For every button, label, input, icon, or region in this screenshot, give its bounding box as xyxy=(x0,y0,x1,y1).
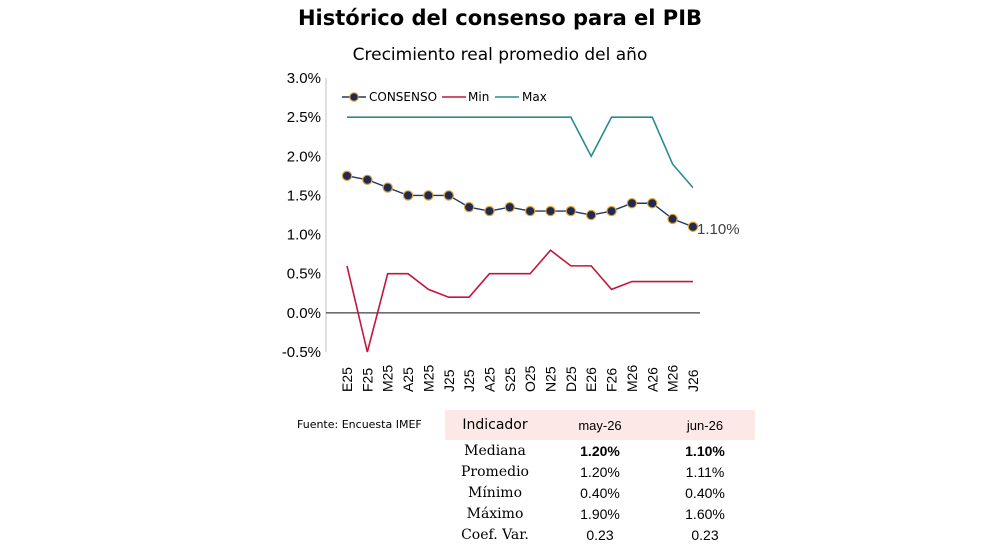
x-tick-label: E26 xyxy=(583,367,599,392)
row-label: Mediana xyxy=(464,442,526,459)
series-lines xyxy=(346,116,694,353)
legend-label: Min xyxy=(468,90,489,104)
row-label: Coef. Var. xyxy=(461,526,529,543)
cell-may: 1.90% xyxy=(580,505,620,522)
consensus-point xyxy=(586,209,597,221)
consensus-point xyxy=(423,190,434,201)
legend-marker xyxy=(349,92,359,102)
series-line-min xyxy=(346,249,693,353)
row-label: Promedio xyxy=(461,463,529,480)
y-tick-label: 1.0% xyxy=(287,227,321,244)
x-tick-label: M26 xyxy=(665,365,681,392)
summary-table: Indicador may-26 jun-26 Mediana 1.20% 1.… xyxy=(445,410,755,545)
table-header-jun: jun-26 xyxy=(655,410,755,440)
x-tick-label: O25 xyxy=(522,365,538,392)
x-tick-label: J25 xyxy=(441,369,457,392)
cell-jun: 1.10% xyxy=(685,442,725,459)
series-line-consenso xyxy=(346,175,694,228)
consensus-point xyxy=(402,190,414,201)
row-label: Mínimo xyxy=(467,484,522,501)
x-tick-label: A25 xyxy=(400,367,416,392)
end-value-label: 1.10% xyxy=(697,221,740,238)
table-row: Coef. Var. 0.23 0.23 xyxy=(445,524,755,545)
y-tick-label: 2.0% xyxy=(287,148,321,165)
consensus-point xyxy=(504,201,515,213)
consensus-point xyxy=(545,205,556,217)
legend-label: Max xyxy=(522,90,547,104)
cell-jun: 1.11% xyxy=(685,463,725,480)
cell-may: 0.40% xyxy=(580,484,620,501)
table-header-may: may-26 xyxy=(545,410,655,440)
legend-label: CONSENSO xyxy=(369,90,437,104)
consensus-point xyxy=(626,198,638,209)
consensus-point xyxy=(565,205,577,217)
y-tick-label: -0.5% xyxy=(282,344,321,361)
y-tick-label: 1.5% xyxy=(287,187,321,204)
x-tick-label: A26 xyxy=(644,367,660,392)
y-tick-label: 2.5% xyxy=(287,109,321,126)
gdp-consensus-line-chart: 3.0% 2.5% 2.0% 1.5% 1.0% 0.5% 0.0% -0.5% E25 F25… xyxy=(282,70,740,392)
row-label: Máximo xyxy=(466,505,524,522)
table-row: Promedio 1.20% 1.11% xyxy=(445,461,755,482)
chart-title: Histórico del consenso para el PIB xyxy=(297,6,703,30)
chart-legend: CONSENSO Min Max xyxy=(342,90,547,104)
source-note: Fuente: Encuesta IMEF xyxy=(297,418,422,431)
cell-jun: 1.60% xyxy=(685,505,725,522)
x-tick-label: A25 xyxy=(481,367,497,392)
consensus-point xyxy=(382,182,393,193)
consensus-point xyxy=(687,221,699,232)
cell-may: 0.23 xyxy=(586,526,614,543)
table-header-row: Indicador may-26 jun-26 xyxy=(445,410,755,440)
cell-may: 1.20% xyxy=(580,463,620,480)
consensus-point xyxy=(463,201,475,213)
x-tick-label: F26 xyxy=(604,368,620,392)
x-tick-label: E25 xyxy=(339,367,355,392)
table-row: Mínimo 0.40% 0.40% xyxy=(445,482,755,503)
consensus-point xyxy=(524,205,536,217)
y-axis: 3.0% 2.5% 2.0% 1.5% 1.0% 0.5% 0.0% -0.5% xyxy=(282,70,700,361)
x-tick-label: J26 xyxy=(685,369,701,392)
table-row: Mediana 1.20% 1.10% xyxy=(445,440,755,461)
table-row: Máximo 1.90% 1.60% xyxy=(445,503,755,524)
x-axis: E25 F25 M25 A25 M25 J25 J25 A25 S25 O25 N25 D25 E26 F… xyxy=(339,365,701,392)
x-tick-label: M25 xyxy=(420,365,436,392)
x-tick-label: J25 xyxy=(461,369,477,392)
x-tick-label: D25 xyxy=(563,366,579,392)
chart-subtitle: Crecimiento real promedio del año xyxy=(352,45,648,65)
consensus-point xyxy=(443,190,454,201)
table-header-indicator: Indicador xyxy=(445,410,545,440)
x-tick-label: M26 xyxy=(624,365,640,392)
y-tick-label: 0.5% xyxy=(287,266,321,283)
consensus-point xyxy=(362,174,373,185)
x-tick-label: F25 xyxy=(359,368,375,392)
y-tick-label: 3.0% xyxy=(287,70,321,87)
x-tick-label: N25 xyxy=(543,366,559,392)
x-tick-label: M25 xyxy=(380,365,396,392)
series-markers xyxy=(341,170,699,232)
series-line-max xyxy=(347,116,694,189)
consensus-point xyxy=(606,205,617,217)
cell-jun: 0.23 xyxy=(691,526,719,543)
consensus-point xyxy=(484,205,495,217)
y-tick-label: 0.0% xyxy=(287,305,321,322)
cell-jun: 0.40% xyxy=(685,484,725,501)
consensus-point xyxy=(341,170,353,182)
consensus-point xyxy=(647,198,658,209)
cell-may: 1.20% xyxy=(580,442,620,459)
consensus-point xyxy=(667,213,678,225)
x-tick-label: S25 xyxy=(502,367,518,392)
